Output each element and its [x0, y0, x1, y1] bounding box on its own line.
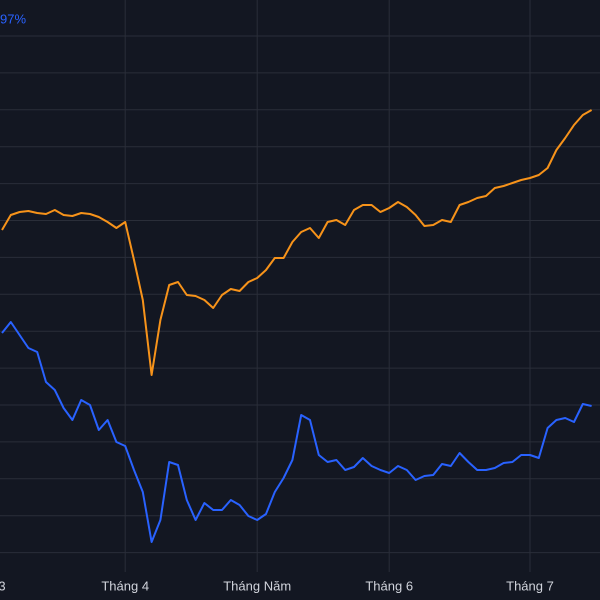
x-tick-label: Tháng 7 — [506, 578, 554, 593]
line-series — [1, 321, 592, 543]
annotation: 97% — [0, 11, 26, 26]
grid — [0, 0, 600, 572]
x-tick-label: Tháng 4 — [101, 578, 149, 593]
line-series — [1, 109, 593, 376]
x-tick-label: Tháng 6 — [365, 578, 413, 593]
x-tick-label: 3 — [0, 578, 6, 593]
x-tick-label: Tháng Năm — [223, 578, 291, 593]
